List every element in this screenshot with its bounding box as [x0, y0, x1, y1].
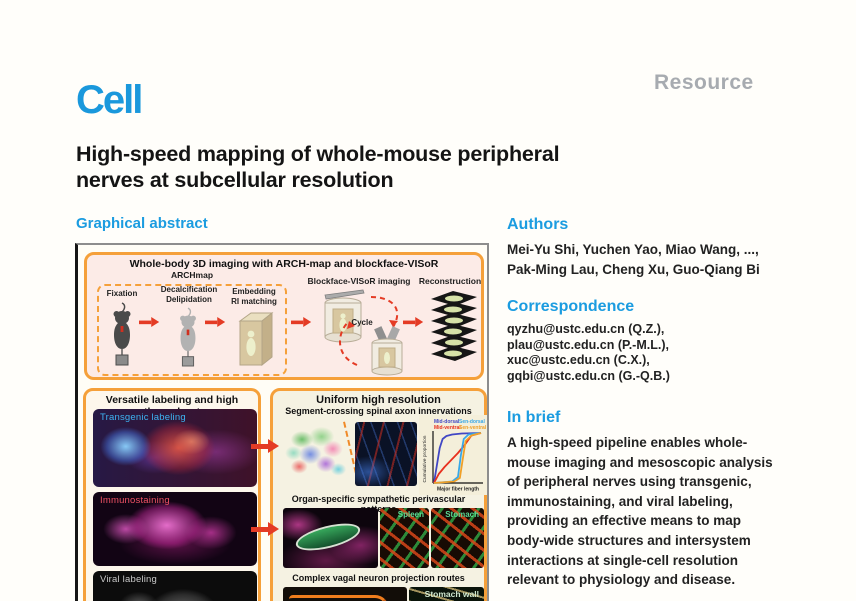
spleen-label: Spleen [397, 510, 424, 519]
correspondence-heading: Correspondence [507, 298, 635, 315]
panel-versatile-labeling: Versatile labeling and high throughput T… [83, 388, 261, 601]
in-brief-line: body-wide structures and intersystem [507, 532, 751, 548]
blockface-visor-label: Blockface-VISoR imaging [307, 276, 411, 286]
panel-link-arrow-icon [251, 439, 279, 453]
pipeline-arrow-icon [291, 316, 312, 328]
mini-chart-legend-entry: Sen-dorsal [459, 419, 485, 425]
immunostaining-image: Immunostaining [93, 492, 257, 566]
authors-list: Mei-Yu Shi, Yuchen Yao, Miao Wang, ..., … [507, 240, 807, 280]
spinal-axon-image [355, 422, 417, 486]
panel-whole-body-imaging: Whole-body 3D imaging with ARCH-map and … [84, 252, 484, 380]
mini-chart-series [433, 432, 482, 484]
mini-chart-tile: Cumulative proportion Major fiber length… [419, 415, 487, 495]
reconstruction-stack-icon [431, 291, 477, 361]
in-brief-line: immunostaining, and viral labeling, [507, 493, 733, 509]
in-brief-text: A high-speed pipeline enables whole- mou… [507, 433, 807, 590]
mini-chart-series [433, 432, 482, 484]
mini-chart-ylabel: Cumulative proportion [422, 435, 428, 482]
reconstruction-label: Reconstruction [418, 276, 482, 286]
stomach-wall-label: Stomach wall [424, 589, 479, 599]
paper-title-line1: High-speed mapping of whole-mouse periph… [76, 142, 560, 166]
in-brief-line: providing an effective means to map [507, 513, 742, 529]
embedding-label: Embedding RI matching [231, 287, 277, 306]
stomach-wall-image: Stomach wall [409, 587, 484, 601]
authors-line2: Pak-Ming Lau, Cheng Xu, Guo-Qiang Bi [507, 262, 760, 277]
panel-link-arrow-icon [251, 522, 279, 536]
paper-title-line2: nerves at subcellular resolution [76, 168, 394, 192]
embedding-block-icon [238, 311, 274, 367]
section1-header: Segment-crossing spinal axon innervation… [285, 406, 472, 416]
stomach-label: Stomach [445, 510, 479, 519]
mini-chart-series [433, 432, 482, 484]
archmap-label: ARCHmap [170, 270, 214, 280]
transgenic-labeling-image: Transgenic labeling [93, 409, 257, 487]
blockface-imaging-icon [324, 289, 365, 343]
pipeline-arrow-icon [205, 316, 226, 328]
pipeline-arrow-icon [403, 316, 424, 328]
email-link[interactable]: qyzhu@ustc.edu.cn (Q.Z.), [507, 322, 665, 336]
mouse-cleared-icon [180, 307, 196, 367]
in-brief-line: relevant to physiology and disease. [507, 572, 736, 588]
spinal-tracing-image [281, 419, 351, 487]
mini-chart-legend-entry: Mid-dorsal [434, 419, 460, 425]
spleen-image: Spleen [380, 508, 429, 568]
in-brief-line: A high-speed pipeline enables whole- [507, 435, 748, 450]
in-brief-line: of peripheral nerves using transgenic, [507, 474, 752, 490]
authors-heading: Authors [507, 216, 569, 233]
archmap-dashed-box [97, 284, 287, 376]
panel-right-header: Uniform high resolution [316, 394, 441, 406]
in-brief-line: mouse imaging and mesoscopic analysis [507, 454, 773, 470]
viral-labeling-image: Viral labeling [93, 571, 257, 601]
stomach-image: Stomach [431, 508, 484, 568]
panel-top-header: Whole-body 3D imaging with ARCH-map and … [129, 258, 439, 270]
immunostaining-label: Immunostaining [100, 495, 170, 506]
section2-header: Organ-specific sympathetic perivascular … [291, 494, 466, 514]
authors-line1: Mei-Yu Shi, Yuchen Yao, Miao Wang, ..., [507, 242, 759, 257]
organ-perivascular-image [283, 508, 378, 568]
pipeline-arrow-icon [139, 316, 160, 328]
graphical-abstract-figure: Whole-body 3D imaging with ARCH-map and … [75, 243, 489, 601]
fixation-label: Fixation [106, 289, 138, 298]
mini-chart-legend-entry: Sen-ventral [459, 425, 487, 431]
mouse-fixation-icon [113, 302, 131, 366]
cycle-label: Cycle [351, 318, 373, 327]
email-link[interactable]: plau@ustc.edu.cn (P.-M.L.), [507, 337, 669, 352]
vagal-route-image [283, 587, 407, 601]
organ-shape [293, 518, 363, 556]
paper-title: High-speed mapping of whole-mouse periph… [76, 141, 656, 193]
mini-chart-legend-entry: Mid-ventral [434, 425, 461, 431]
cell-journal-logo: Cell [76, 78, 143, 122]
transgenic-labeling-label: Transgenic labeling [100, 412, 186, 423]
viral-labeling-label: Viral labeling [100, 574, 158, 585]
cycle-imaging-icon [371, 326, 403, 376]
decalcification-label: Decalcification Delipidation [160, 285, 218, 304]
mini-chart-xlabel: Major fiber length [437, 487, 479, 493]
email-link[interactable]: gqbi@ustc.edu.cn (G.-Q.B.) [507, 368, 670, 383]
vagal-route-path [289, 595, 389, 601]
cycle-arrows-icon [339, 296, 399, 366]
correspondence-emails: qyzhu@ustc.edu.cn (Q.Z.), plau@ustc.edu.… [507, 322, 807, 384]
in-brief-heading: In brief [507, 409, 561, 426]
in-brief-line: interactions at single-cell resolution [507, 552, 739, 568]
panel-uniform-resolution: Uniform high resolution Segment-crossing… [270, 388, 487, 601]
article-type-label: Resource [654, 71, 754, 94]
section3-header: Complex vagal neuron projection routes [292, 573, 465, 583]
graphical-abstract-heading: Graphical abstract [76, 215, 208, 232]
mini-chart-svg: Cumulative proportion Major fiber length… [422, 419, 487, 493]
email-link[interactable]: xuc@ustc.edu.cn (C.X.), [507, 353, 650, 367]
